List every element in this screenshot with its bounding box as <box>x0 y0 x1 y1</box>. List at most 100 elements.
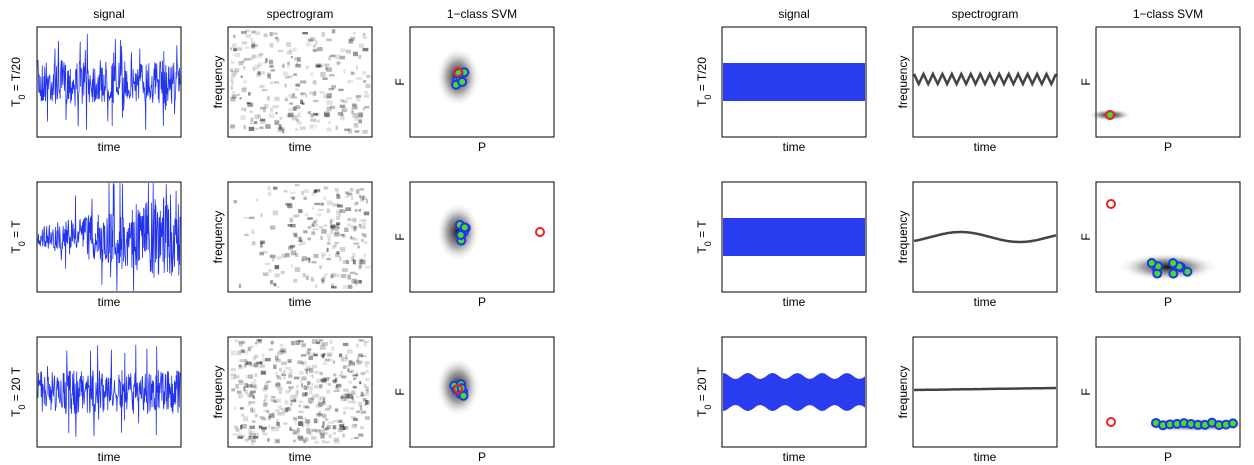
spectro-speck <box>331 225 336 231</box>
row-label: T0 = 20 T <box>9 366 27 417</box>
signal-trace <box>37 33 181 130</box>
row-symbol: T <box>9 99 23 107</box>
spectro-speck <box>362 32 366 37</box>
spectro-speck <box>327 241 331 245</box>
spectro-speck <box>326 424 331 430</box>
spectro-speck <box>279 349 285 353</box>
spectro-speck <box>321 254 325 259</box>
spectro-speck <box>347 79 350 84</box>
column-title: signal <box>778 7 809 21</box>
spectro-speck <box>342 425 349 430</box>
spectro-speck <box>330 274 333 279</box>
spectro-speck <box>275 398 281 403</box>
spectro-speck <box>361 195 367 201</box>
spectro-speck <box>274 438 281 444</box>
spectro-speck <box>242 86 248 90</box>
spectro-speck <box>275 383 281 388</box>
spectro-speck <box>360 394 365 397</box>
spectro-speck <box>337 204 343 208</box>
svm-density <box>1118 253 1218 281</box>
spectro-speck <box>317 64 323 68</box>
spectro-speck <box>288 93 293 98</box>
spectro-speck <box>303 196 307 200</box>
column-title: spectrogram <box>952 7 1019 21</box>
spectro-speck <box>250 121 254 125</box>
spectro-speck <box>358 114 363 120</box>
spectro-speck <box>328 253 331 257</box>
spectro-speck <box>354 105 358 111</box>
spectro-speck <box>266 72 271 77</box>
spectro-speck <box>283 370 286 374</box>
spectro-speck <box>279 127 286 131</box>
spectro-speck <box>332 202 336 208</box>
spectro-speck <box>263 402 268 408</box>
spectro-speck <box>269 42 274 48</box>
spectro-speck <box>271 427 274 432</box>
spectro-speck <box>360 426 364 430</box>
spectro-speck <box>308 257 311 263</box>
spectro-speck <box>329 405 332 410</box>
spectro-speck <box>315 403 322 408</box>
spectro-speck <box>243 58 250 61</box>
spectro-speck <box>268 424 271 429</box>
spectro-speck <box>287 50 293 55</box>
spectro-speck <box>358 54 362 59</box>
spectro-speck <box>238 342 243 347</box>
spectro-speck <box>336 194 341 199</box>
svm-point <box>1168 268 1179 279</box>
spectro-speck <box>300 92 307 95</box>
spectro-speck <box>245 374 250 379</box>
spectro-speck <box>236 47 243 51</box>
spectro-speck <box>295 384 299 389</box>
spectro-speck <box>332 425 337 430</box>
spectro-speck <box>343 406 350 410</box>
x-label: time <box>974 140 997 154</box>
spectro-speck <box>359 339 365 342</box>
spectro-speck <box>293 416 297 421</box>
x-label: time <box>783 450 806 464</box>
spectro-speck <box>234 406 237 410</box>
spectro-speck <box>332 432 336 435</box>
spectro-speck <box>360 371 366 376</box>
spectro-speck <box>291 96 298 99</box>
spectro-speck <box>322 398 326 403</box>
spectro-speck <box>254 354 259 359</box>
spectro-speck <box>275 372 278 378</box>
spectro-speck <box>249 364 255 367</box>
x-label: time <box>783 295 806 309</box>
spectro-speck <box>323 362 327 365</box>
spectro-speck <box>298 404 301 408</box>
spectro-speck <box>329 105 333 109</box>
spectro-speck <box>329 219 332 225</box>
spectro-speck <box>302 32 308 35</box>
spectro-speck <box>289 102 294 105</box>
spectro-speck <box>355 343 360 348</box>
spectro-speck <box>235 71 238 75</box>
spectro-speck <box>349 370 353 374</box>
spectro-speck <box>295 128 299 131</box>
spectro-speck <box>256 432 259 438</box>
spectro-speck <box>311 191 316 196</box>
spectro-speck <box>334 377 338 383</box>
spectro-speck <box>324 358 330 362</box>
spectro-speck <box>359 196 364 202</box>
spectro-speck <box>305 392 308 396</box>
spectro-speck <box>260 213 263 217</box>
spectro-speck <box>293 439 296 443</box>
spectro-speck <box>252 44 259 48</box>
spectro-speck <box>359 405 363 411</box>
spectro-speck <box>313 353 318 357</box>
spectro-speck <box>328 56 332 61</box>
spectro-speck <box>277 405 283 409</box>
spectro-speck <box>285 203 291 206</box>
spectro-speck <box>299 80 305 84</box>
spectro-speck <box>279 343 284 347</box>
spectro-speck <box>358 433 364 436</box>
spectro-speck <box>294 184 300 187</box>
spectro-speck <box>291 263 294 268</box>
spectro-speck <box>310 118 316 122</box>
x-label: time <box>289 140 312 154</box>
spectro-speck <box>242 80 248 84</box>
spectro-speck <box>276 421 280 426</box>
spectro-speck <box>350 235 353 239</box>
